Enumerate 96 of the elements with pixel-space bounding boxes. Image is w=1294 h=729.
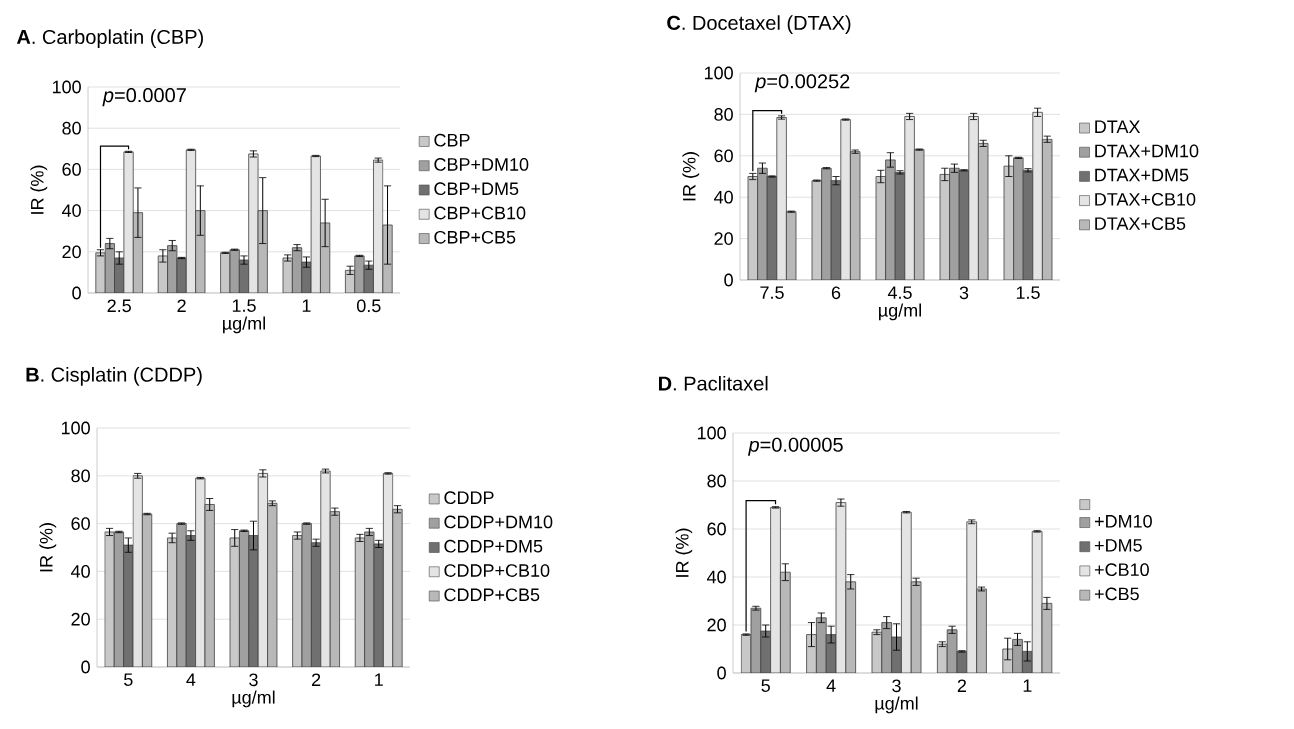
y-tick-label: 80 — [62, 121, 81, 135]
bar — [123, 544, 134, 667]
y-tick-label: 0 — [717, 666, 726, 680]
legend-label: CBP+CB10 — [434, 206, 526, 220]
bar — [311, 542, 322, 667]
y-axis-title: IR (%) — [675, 528, 693, 577]
x-tick-label: 2 — [177, 299, 186, 312]
bar — [958, 169, 970, 280]
x-tick-label: 1.5 — [1016, 286, 1040, 299]
bar — [816, 617, 827, 673]
legend-label: CBP+DM10 — [434, 158, 529, 171]
x-tick-label: 3 — [892, 679, 901, 693]
legend-label: CBP+CB5 — [434, 230, 516, 244]
legend-label: +CB10 — [1094, 563, 1149, 577]
legend-label: +CB5 — [1094, 587, 1139, 601]
x-axis-title: µg/ml — [875, 696, 918, 714]
x-axis-title: µg/ml — [879, 303, 921, 321]
legend-label: CDDP+CB10 — [444, 564, 550, 577]
y-tick-label: 100 — [61, 421, 90, 435]
y-tick-label: 80 — [71, 469, 90, 483]
bar — [301, 261, 312, 293]
bar — [363, 264, 374, 293]
y-tick-label: 40 — [70, 565, 90, 578]
bar — [238, 259, 250, 293]
x-tick-label: 3 — [249, 673, 258, 687]
x-tick-label: 5 — [761, 679, 770, 692]
bar — [830, 180, 842, 280]
legend-label: DTAX — [1095, 120, 1141, 133]
y-tick-label: 40 — [714, 190, 733, 204]
bar — [114, 257, 125, 293]
y-tick-label: 0 — [81, 660, 90, 674]
y-tick-label: 80 — [707, 474, 726, 488]
y-axis-title: IR (%) — [682, 152, 700, 201]
y-tick-label: 20 — [707, 618, 726, 632]
bar — [766, 176, 778, 280]
legend-label: +DM10 — [1094, 514, 1152, 528]
x-tick-label: 1.5 — [232, 299, 256, 312]
y-tick-label: 60 — [71, 517, 90, 530]
x-tick-label: 6 — [831, 286, 841, 300]
y-axis-title: IR (%) — [30, 165, 48, 214]
x-tick-label: 1 — [302, 299, 311, 312]
legend-label: CBP+DM5 — [434, 182, 519, 196]
x-tick-label: 0.5 — [356, 299, 381, 313]
x-tick-label: 2 — [312, 673, 321, 686]
chart-title: B. Cisplatin (CDDP) — [26, 367, 202, 386]
y-tick-label: 40 — [61, 204, 81, 217]
x-tick-label: 3 — [959, 286, 969, 300]
y-tick-label: 40 — [707, 570, 726, 584]
bar — [881, 622, 893, 673]
annotation: p=0.00252 — [754, 74, 850, 93]
y-tick-label: 60 — [62, 163, 81, 176]
legend-label: DTAX+DM10 — [1095, 144, 1199, 158]
y-tick-label: 20 — [71, 612, 90, 626]
x-tick-label: 7.5 — [760, 286, 784, 299]
y-axis-title: IR (%) — [39, 523, 57, 572]
annotation: p=0.00005 — [747, 437, 843, 456]
x-tick-label: 5 — [124, 673, 133, 686]
y-tick-label: 60 — [707, 522, 726, 536]
x-axis-title: µg/ml — [223, 316, 265, 334]
y-tick-label: 80 — [714, 108, 733, 121]
y-tick-label: 100 — [697, 426, 726, 440]
x-tick-label: 4 — [186, 673, 196, 686]
bar — [1012, 639, 1023, 673]
y-tick-label: 100 — [52, 80, 81, 94]
legend-label: DTAX+DM5 — [1095, 168, 1189, 182]
bar — [946, 629, 958, 673]
bar — [185, 535, 196, 667]
legend-label: DTAX+CB5 — [1095, 217, 1186, 230]
bar — [750, 607, 762, 673]
x-tick-label: 2.5 — [107, 299, 131, 313]
chart-title: D. Paclitaxel — [659, 375, 768, 391]
x-tick-label: 4 — [826, 679, 836, 692]
bar — [176, 257, 187, 293]
chart-title: C. Docetaxel (DTAX) — [667, 15, 851, 34]
legend-label: CDDP — [444, 491, 494, 505]
legend-label: CDDP+DM5 — [444, 539, 543, 553]
y-tick-label: 100 — [704, 66, 733, 80]
bar — [248, 535, 259, 667]
legend-label: +DM5 — [1094, 539, 1142, 552]
x-tick-label: 1 — [1023, 679, 1032, 692]
legend-label: CBP — [434, 133, 470, 147]
x-tick-label: 2 — [957, 679, 966, 692]
y-tick-label: 0 — [724, 273, 733, 287]
x-tick-label: 4.5 — [887, 286, 912, 299]
y-tick-label: 20 — [62, 245, 81, 259]
y-tick-label: 20 — [714, 232, 733, 245]
y-tick-label: 0 — [72, 286, 81, 300]
legend-label: CDDP+DM10 — [444, 515, 553, 529]
x-tick-label: 1 — [375, 673, 383, 686]
annotation: p=0.0007 — [102, 88, 186, 107]
bar — [373, 543, 384, 667]
x-axis-title: µg/ml — [232, 690, 275, 708]
chart-title: A. Carboplatin (CBP) — [16, 29, 203, 48]
legend-label: CDDP+CB5 — [444, 588, 540, 602]
legend-label: DTAX+CB10 — [1095, 192, 1196, 206]
y-tick-label: 60 — [714, 149, 733, 163]
